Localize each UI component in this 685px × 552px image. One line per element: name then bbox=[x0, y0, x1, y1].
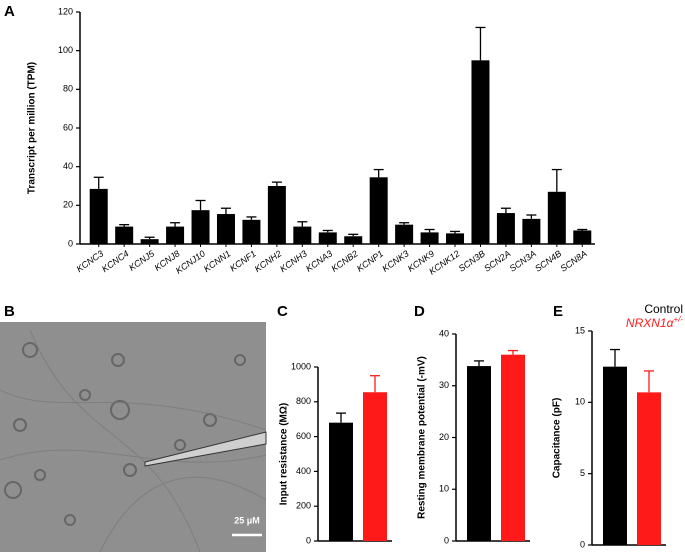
bar bbox=[395, 224, 414, 244]
x-tick-label: KCNH3 bbox=[278, 248, 309, 274]
y-axis-label: Transcript per million (TPM) bbox=[27, 62, 38, 194]
panel-label: C bbox=[277, 303, 288, 320]
bar bbox=[318, 232, 337, 244]
x-tick-label: KCNB2 bbox=[329, 248, 359, 273]
y-tick-label: 10 bbox=[575, 397, 585, 407]
x-tick-label: SCN4B bbox=[533, 248, 563, 273]
y-tick-label: 30 bbox=[439, 380, 449, 390]
bar bbox=[363, 392, 387, 541]
x-tick-label: KCNN1 bbox=[202, 248, 233, 274]
bar bbox=[467, 366, 491, 541]
bar bbox=[496, 213, 515, 244]
bar bbox=[637, 392, 661, 545]
bar bbox=[329, 422, 353, 541]
y-tick-label: 60 bbox=[63, 122, 73, 132]
legend-label: NRXN1α bbox=[626, 316, 675, 330]
y-tick-label: 120 bbox=[58, 6, 73, 16]
bar bbox=[166, 226, 185, 244]
bar bbox=[344, 236, 363, 244]
x-tick-label: KCNC3 bbox=[75, 248, 106, 274]
image-background bbox=[0, 322, 266, 552]
x-tick-label: SCN8A bbox=[558, 248, 588, 273]
y-tick-label: 0 bbox=[580, 539, 585, 549]
legend-label: Control bbox=[644, 302, 683, 316]
y-tick-label: 800 bbox=[296, 396, 311, 406]
microscopy-image: 25 μM bbox=[0, 322, 267, 552]
legend-superscript: +/- bbox=[673, 315, 683, 324]
bar bbox=[267, 186, 286, 244]
bar bbox=[115, 226, 134, 244]
y-tick-label: 40 bbox=[63, 161, 73, 171]
panel-label: B bbox=[4, 303, 15, 320]
bar bbox=[369, 177, 388, 244]
bar bbox=[471, 60, 490, 245]
bar bbox=[547, 191, 566, 244]
x-tick-label: KCNP1 bbox=[355, 248, 385, 273]
bar bbox=[446, 233, 465, 244]
legend-entry: NRXN1α+/- bbox=[626, 315, 683, 330]
y-tick-label: 0 bbox=[306, 535, 311, 545]
y-tick-label: 0 bbox=[68, 238, 73, 248]
x-tick-label: KCNJ5 bbox=[127, 248, 157, 273]
bar bbox=[603, 366, 627, 545]
x-tick-label: KCNH2 bbox=[253, 248, 284, 274]
legend-entry: Control bbox=[644, 302, 683, 316]
y-tick-label: 15 bbox=[575, 325, 585, 335]
bar bbox=[573, 230, 592, 244]
x-tick-label: KCNF1 bbox=[228, 248, 258, 273]
bar bbox=[242, 219, 261, 244]
x-tick-label: KCNJ10 bbox=[174, 248, 207, 275]
bar bbox=[140, 239, 159, 244]
y-tick-label: 5 bbox=[580, 468, 585, 478]
bar bbox=[522, 218, 541, 244]
y-tick-label: 40 bbox=[439, 328, 449, 338]
y-tick-label: 20 bbox=[439, 432, 449, 442]
scale-bar-label: 25 μM bbox=[234, 515, 260, 525]
x-tick-label: KCNA3 bbox=[304, 248, 334, 273]
x-tick-label: KCNC4 bbox=[100, 248, 131, 274]
x-tick-label: SCN3B bbox=[457, 248, 487, 273]
panel-label: A bbox=[4, 3, 15, 20]
y-tick-label: 100 bbox=[58, 45, 73, 55]
y-tick-label: 1000 bbox=[291, 361, 311, 371]
bar bbox=[89, 188, 108, 244]
y-axis-label: Capacitance (pF) bbox=[552, 398, 563, 479]
bar bbox=[191, 210, 210, 244]
y-tick-label: 200 bbox=[296, 501, 311, 511]
y-axis-label: Resting membrane potential (-mV) bbox=[417, 356, 428, 519]
y-tick-label: 0 bbox=[444, 535, 449, 545]
y-axis-label: Input resistance (MΩ) bbox=[279, 403, 290, 505]
bar bbox=[420, 232, 439, 244]
y-tick-label: 80 bbox=[63, 84, 73, 94]
bar bbox=[293, 226, 312, 244]
panel-label: D bbox=[414, 303, 425, 320]
x-tick-label: SCN3A bbox=[508, 248, 538, 273]
y-tick-label: 400 bbox=[296, 466, 311, 476]
y-tick-label: 600 bbox=[296, 431, 311, 441]
y-tick-label: 20 bbox=[63, 200, 73, 210]
panel-label: E bbox=[553, 303, 563, 320]
bar bbox=[216, 214, 235, 244]
x-tick-label: KCNK3 bbox=[380, 248, 410, 273]
x-tick-label: SCN2A bbox=[482, 248, 512, 273]
y-tick-label: 10 bbox=[439, 484, 449, 494]
bar bbox=[501, 354, 525, 541]
